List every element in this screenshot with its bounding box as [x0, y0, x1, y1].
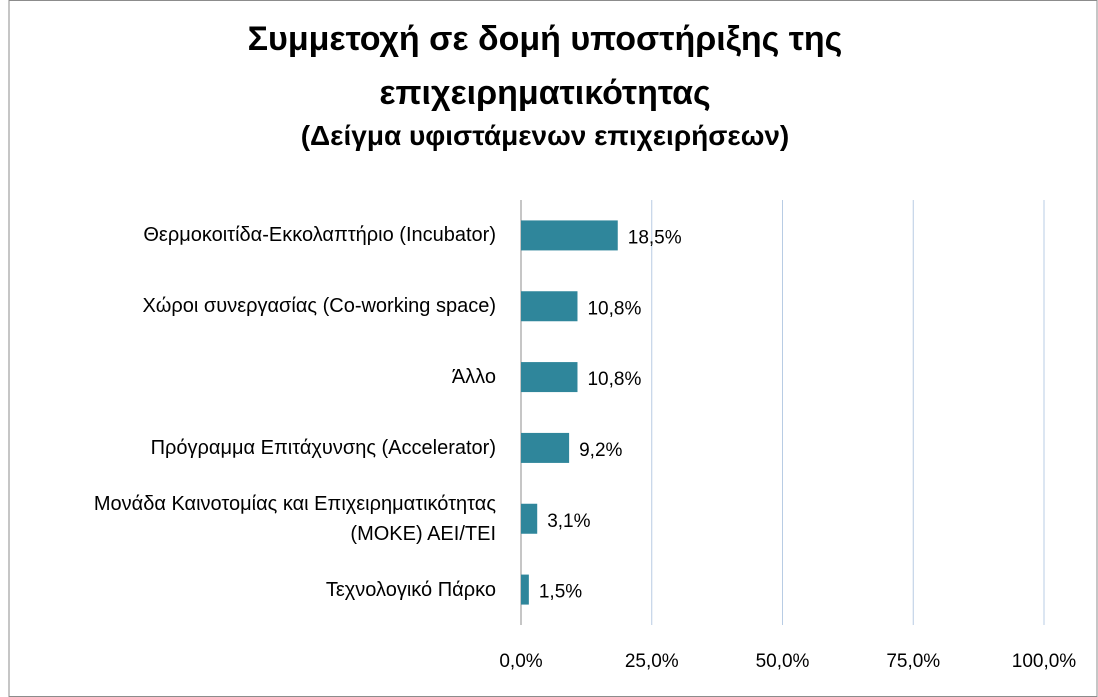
bar: [521, 220, 618, 251]
bar: [521, 291, 578, 322]
x-tick-label: 0,0%: [499, 651, 542, 672]
y-tick-label: Άλλο: [451, 366, 496, 389]
bar: [521, 503, 538, 534]
value-label: 18,5%: [628, 227, 682, 248]
y-tick-label: Μονάδα Καινοτομίας και Επιχειρηματικότητ…: [93, 492, 496, 545]
x-tick-label: 25,0%: [625, 651, 679, 672]
x-tick-label: 75,0%: [886, 651, 940, 672]
y-tick-label: Πρόγραμμα Επιτάχυνσης (Accelerator): [150, 436, 496, 459]
value-label: 10,8%: [587, 369, 641, 390]
value-label: 10,8%: [587, 298, 641, 319]
bar: [521, 574, 529, 605]
x-tick-label: 50,0%: [756, 651, 810, 672]
y-tick-label: Χώροι συνεργασίας (Co-working space): [142, 295, 496, 318]
bar: [521, 362, 578, 393]
bar: [521, 432, 570, 463]
y-tick-label: Θερμοκοιτίδα-Εκκολαπτήριο (Incubator): [143, 224, 496, 247]
x-tick-label: 100,0%: [1012, 651, 1077, 672]
chart-subtitle: (Δείγμα υφιστάμενων επιχειρήσεων): [300, 120, 790, 151]
chart-title: Συμμετοχή σε δομή υποστήριξης της επιχει…: [247, 20, 843, 112]
value-label: 9,2%: [579, 440, 622, 461]
y-tick-label: Τεχνολογικό Πάρκο: [325, 578, 496, 601]
value-label: 3,1%: [547, 511, 590, 532]
value-label: 1,5%: [539, 582, 582, 603]
